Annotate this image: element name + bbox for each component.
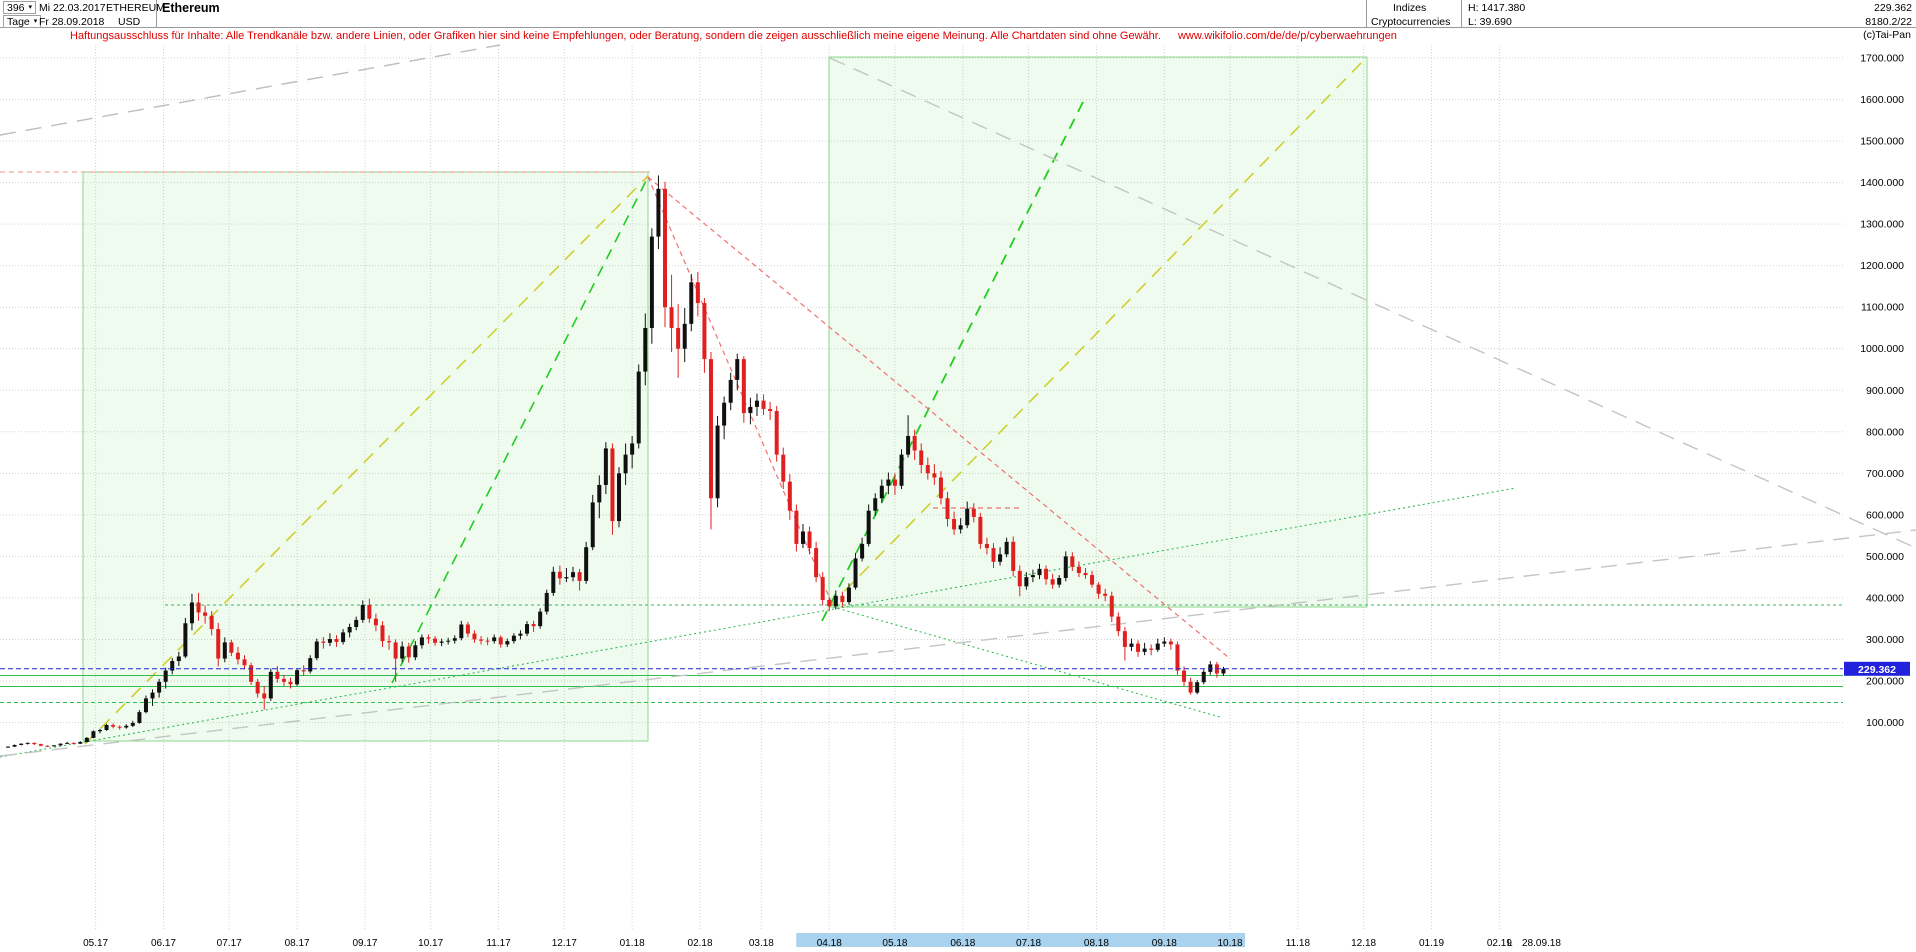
- y-axis-label: 1200.000: [1860, 260, 1904, 272]
- y-axis-label: 1500.000: [1860, 136, 1904, 148]
- support-green-dotted-long: [0, 487, 1517, 758]
- chevron-down-icon: ▾: [33, 18, 38, 25]
- x-axis-label: 02.18: [688, 938, 713, 949]
- x-axis-label: 08.17: [285, 938, 310, 949]
- gray-dash-topleft: [0, 44, 501, 136]
- y-axis-label: 1000.000: [1860, 343, 1904, 355]
- x-axis-label: 02.19: [1487, 938, 1512, 949]
- candlesticks: [6, 175, 1226, 748]
- disclaimer: Haftungsausschluss für Inhalte: Alle Tre…: [70, 30, 1397, 42]
- support-green-dotted-down: [832, 606, 1221, 718]
- trend-lines: [0, 44, 1916, 758]
- y-axis-label: 1100.000: [1861, 302, 1904, 314]
- zone-rally-2017: [82, 171, 649, 742]
- category-indizes[interactable]: Indizes: [1393, 2, 1427, 14]
- last-price: 229.362: [0, 661, 1910, 676]
- y-axis-label: 500.000: [1866, 551, 1904, 563]
- last-bar-date: 28.09.18: [1522, 938, 1561, 949]
- last-price-label: 229.362: [1858, 664, 1896, 676]
- x-axis-label: 08.18: [1084, 938, 1109, 949]
- current-price-value: 229.362: [1874, 2, 1912, 14]
- x-axis-label: 12.18: [1351, 938, 1376, 949]
- x-axis-label: 03.18: [749, 938, 774, 949]
- x-axis-label: 01.19: [1419, 938, 1444, 949]
- y-axis-label: 200.000: [1866, 675, 1904, 687]
- x-axis-label: 05.18: [882, 938, 907, 949]
- y-axis-label: 1400.000: [1860, 177, 1904, 189]
- symbol-label: ETHEREUM: [106, 2, 165, 14]
- y-axis-label: 100.000: [1866, 717, 1904, 729]
- x-axis-label: 10.18: [1218, 938, 1243, 949]
- trendline-yellow-left: [84, 175, 649, 745]
- x-axis-label: 07.17: [217, 938, 242, 949]
- y-axis-label: 900.000: [1866, 385, 1904, 397]
- y-axis-label: 600.000: [1866, 509, 1904, 521]
- x-axis-label: 01.18: [620, 938, 645, 949]
- downtrend-red-steep: [647, 176, 834, 607]
- y-axis-label: 1700.000: [1860, 53, 1904, 65]
- category-cryptocurrencies[interactable]: Cryptocurrencies: [1371, 16, 1451, 28]
- last-bar-marker: L: [1507, 938, 1513, 949]
- chevron-down-icon: ▾: [28, 4, 33, 11]
- header-divider: [1366, 0, 1367, 28]
- instrument-name: Ethereum: [162, 1, 220, 15]
- x-axis-label: 09.18: [1152, 938, 1177, 949]
- trendline-green-steep-mid: [821, 97, 1086, 622]
- x-axis-label: 11.17: [486, 938, 511, 949]
- chart-end-date: Fr 28.09.2018: [39, 16, 105, 28]
- y-axis-label: 700.000: [1866, 468, 1904, 480]
- y-axis: 1700.000 1600.000 1500.000 1400.000 1300.000…: [1860, 53, 1904, 730]
- disclaimer-text: Haftungsausschluss für Inhalte: Alle Tre…: [70, 30, 1161, 42]
- x-axis-label: 07.18: [1016, 938, 1041, 949]
- x-axis-label: 04.18: [817, 938, 842, 949]
- secondary-value: 8180.2/22: [1865, 16, 1912, 28]
- header: 396 ▾ Tage ▾ Mi 22.03.2017 Fr 28.09.2018…: [0, 0, 1916, 28]
- x-axis-label: 05.17: [83, 938, 108, 949]
- chart-start-date: Mi 22.03.2017: [39, 2, 106, 14]
- x-axis-highlight-band: [796, 933, 1246, 947]
- x-axis-label: 10.17: [418, 938, 443, 949]
- last-price-badge: [1844, 661, 1910, 676]
- x-axis-label: 11.18: [1286, 938, 1311, 949]
- trendline-yellow-right: [828, 56, 1368, 608]
- bar-count-select[interactable]: 396 ▾: [3, 1, 37, 14]
- header-divider: [156, 0, 157, 28]
- annotation-zones: [82, 56, 1368, 742]
- y-axis-label: 400.000: [1866, 592, 1904, 604]
- disclaimer-url: www.wikifolio.com/de/de/p/cyberwaehrunge…: [1177, 30, 1397, 42]
- bar-count-value: 396: [7, 1, 25, 14]
- x-axis-label: 06.17: [151, 938, 176, 949]
- y-axis-label: 1600.000: [1860, 94, 1904, 106]
- copyright-label: (c)Tai-Pan: [1863, 29, 1911, 41]
- x-axis-label: 09.17: [352, 938, 377, 949]
- x-axis-label: 06.18: [950, 938, 975, 949]
- x-axis-label: 12.17: [552, 938, 577, 949]
- x-axis: 05.17 06.17 07.17 08.17 09.17 10.17 11.17 12.17…: [83, 933, 1561, 949]
- y-axis-label: 800.000: [1866, 426, 1904, 438]
- period-high-label: H: 1417.380: [1468, 2, 1526, 14]
- gray-dash-right: [829, 57, 1916, 549]
- header-divider: [1461, 0, 1462, 28]
- period-select[interactable]: Tage ▾: [3, 15, 42, 28]
- y-axis-label: 1300.000: [1860, 219, 1904, 231]
- period-low-label: L: 39.690: [1468, 16, 1512, 28]
- y-axis-label: 300.000: [1866, 634, 1904, 646]
- gray-dash-bottom: [0, 529, 1916, 757]
- currency-label: USD: [118, 16, 141, 28]
- period-value: Tage: [7, 15, 30, 28]
